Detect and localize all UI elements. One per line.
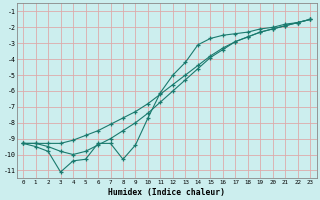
X-axis label: Humidex (Indice chaleur): Humidex (Indice chaleur) — [108, 188, 225, 197]
